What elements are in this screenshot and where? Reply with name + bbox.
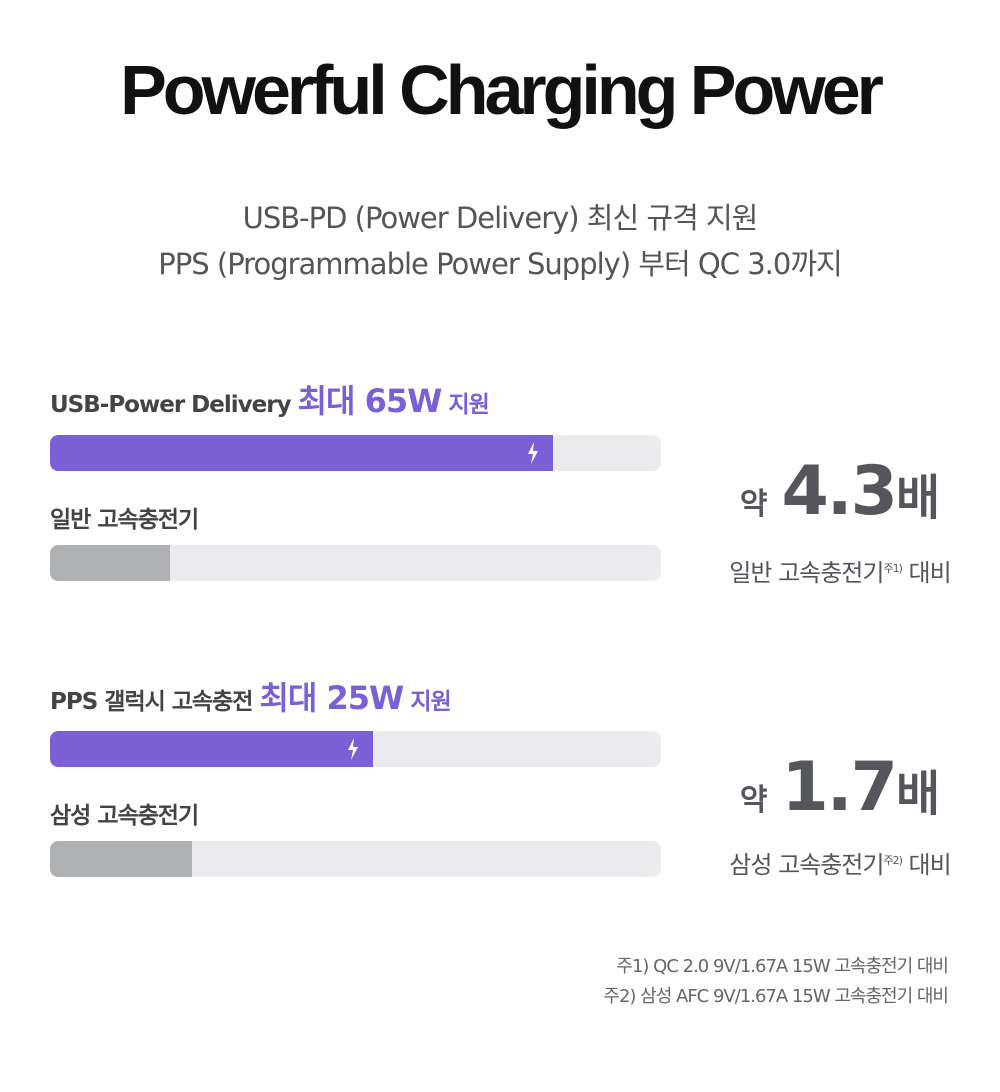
pps-bar-fill	[50, 731, 374, 767]
label-highlight: 최대 25W	[259, 679, 404, 717]
ratio-note-mark: 주2)	[883, 854, 902, 867]
ratio-compare-suffix: 대비	[908, 851, 952, 879]
ratio-note-mark: 주1)	[883, 562, 902, 575]
compare-label: 삼성 고속충전기	[50, 803, 199, 829]
pps-label: PPS 갤럭시 고속충전 최대 25W 지원	[50, 673, 452, 719]
subtitle-line-1: USB-PD (Power Delivery) 최신 규격 지원	[242, 201, 759, 235]
ratio-value-2: 약 1.7배	[680, 748, 1000, 827]
subtitle-line-2: PPS (Programmable Power Supply) 부터 QC 3.…	[158, 247, 842, 281]
pps-bar-track	[50, 731, 661, 767]
ratio-prefix: 약	[739, 487, 768, 522]
ratio-compare-suffix: 대비	[908, 559, 952, 587]
ratio-prefix: 약	[739, 783, 768, 818]
ratio-compare-text: 일반 고속충전기	[729, 559, 884, 587]
ratio-compare-1: 일반 고속충전기주1) 대비	[680, 553, 1000, 588]
lightning-bolt-icon	[348, 738, 359, 760]
compare-label: 일반 고속충전기	[50, 507, 199, 533]
ratio-value-1: 약 4.3배	[680, 452, 1000, 531]
compare-bar-fill	[50, 545, 171, 581]
usb-pd-label: USB-Power Delivery 최대 65W 지원	[50, 376, 490, 422]
footnote-2: 주2) 삼성 AFC 9V/1.67A 15W 고속충전기 대비	[603, 986, 949, 1007]
ratio-unit: 배	[895, 766, 941, 822]
lightning-bolt-icon	[527, 442, 538, 464]
ratio-compare-2: 삼성 고속충전기주2) 대비	[680, 845, 1000, 880]
ratio-number: 4.3	[781, 452, 897, 531]
usb-pd-bar-track	[50, 435, 661, 471]
page-title: Powerful Charging Power	[120, 51, 884, 129]
ratio-number: 1.7	[781, 748, 897, 827]
label-highlight: 최대 65W	[297, 382, 443, 420]
ratio-compare-text: 삼성 고속충전기	[729, 851, 884, 879]
ratio-unit: 배	[895, 470, 941, 526]
label-suffix: 지원	[448, 392, 489, 418]
label-prefix: PPS 갤럭시 고속충전	[50, 689, 253, 715]
label-prefix: USB-Power Delivery	[50, 392, 292, 418]
label-suffix: 지원	[410, 689, 451, 715]
usb-pd-bar-fill	[50, 435, 553, 471]
compare-bar-fill	[50, 841, 192, 877]
compare-bar-track	[50, 545, 661, 581]
compare-bar-track	[50, 841, 661, 877]
footnote-1: 주1) QC 2.0 9V/1.67A 15W 고속충전기 대비	[616, 956, 949, 977]
